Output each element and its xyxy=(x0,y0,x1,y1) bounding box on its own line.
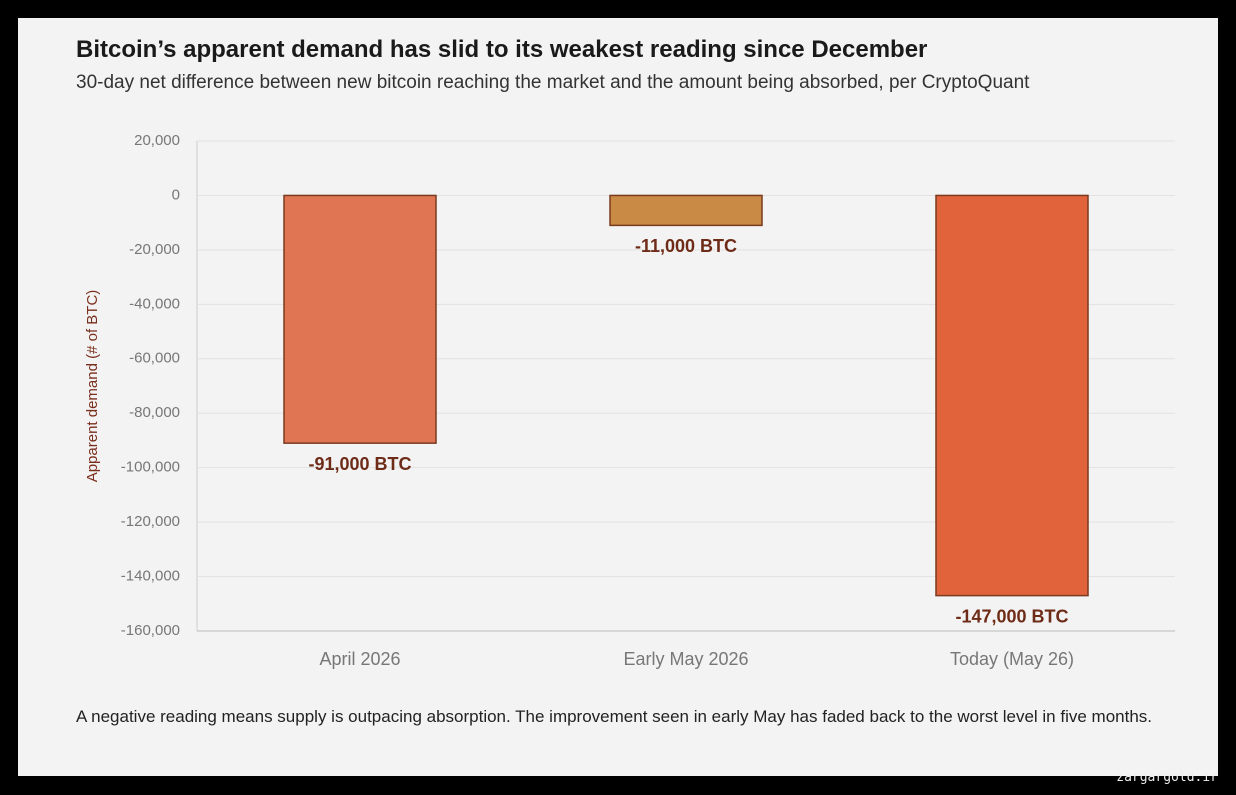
y-tick-label: -120,000 xyxy=(121,513,180,530)
x-tick-label: Early May 2026 xyxy=(623,649,748,669)
bar xyxy=(609,194,763,227)
chart-note: A negative reading means supply is outpa… xyxy=(76,707,1153,726)
x-tick-label: April 2026 xyxy=(319,649,400,669)
y-tick-label: -60,000 xyxy=(129,350,180,367)
y-tick-label: 0 xyxy=(172,186,180,203)
y-tick-label: -140,000 xyxy=(121,568,180,585)
y-tick-label: -40,000 xyxy=(129,295,180,312)
y-tick-label: -80,000 xyxy=(129,404,180,421)
chart-subtitle: 30-day net difference between new bitcoi… xyxy=(76,72,1030,93)
y-tick-label: -160,000 xyxy=(121,622,180,639)
value-label: -91,000 BTC xyxy=(308,454,411,474)
chart-title: Bitcoin’s apparent demand has slid to it… xyxy=(76,36,928,63)
value-label: -11,000 BTC xyxy=(635,236,737,256)
bar xyxy=(935,194,1089,597)
y-tick-label: 20,000 xyxy=(134,132,180,149)
value-label: -147,000 BTC xyxy=(955,606,1068,626)
y-axis-label: Apparent demand (# of BTC) xyxy=(84,290,101,483)
bar xyxy=(283,194,437,444)
y-tick-label: -100,000 xyxy=(121,459,180,476)
watermark: zargargold.ir xyxy=(1116,770,1218,785)
x-tick-label: Today (May 26) xyxy=(950,649,1074,669)
y-tick-label: -20,000 xyxy=(129,241,180,258)
chart: Apparent demand (# of BTC) 20,000 0 -20,00… xyxy=(84,132,1175,669)
